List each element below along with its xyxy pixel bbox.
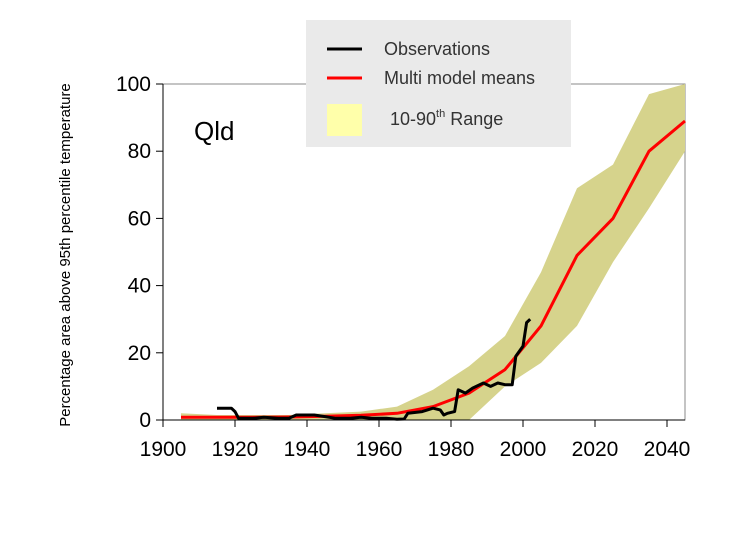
x-ticks: 1900 1920 1940 1960 1980 2000 2020 2040 <box>140 420 691 461</box>
series-line-observations <box>217 318 532 421</box>
x-tick-label: 2040 <box>644 438 691 461</box>
y-tick-label: 100 <box>116 73 151 96</box>
region-label: Qld <box>194 116 234 146</box>
x-tick-label: 1900 <box>140 438 187 461</box>
y-tick-label: 20 <box>128 342 151 365</box>
y-tick-label: 80 <box>128 140 151 163</box>
x-tick-label: 2020 <box>572 438 619 461</box>
x-tick-label: 1960 <box>356 438 403 461</box>
y-axis-title: Percentage area above 95th percentile te… <box>57 83 74 427</box>
y-ticks: 0 20 40 60 80 100 <box>116 73 163 432</box>
legend-swatch-range <box>327 104 362 136</box>
range-band-layer <box>181 84 685 420</box>
y-tick-label: 40 <box>128 275 151 298</box>
legend-label-range: 10-90th Range <box>390 108 503 129</box>
y-tick-label: 0 <box>139 409 151 432</box>
x-tick-label: 1920 <box>212 438 259 461</box>
range-band <box>181 84 685 420</box>
legend-label-multi-model: Multi model means <box>384 68 535 88</box>
series-lines-layer <box>181 119 686 421</box>
x-tick-label: 1940 <box>284 438 331 461</box>
x-tick-label: 1980 <box>428 438 475 461</box>
x-tick-label: 2000 <box>500 438 547 461</box>
legend-label-observations: Observations <box>384 39 490 59</box>
legend: Observations Multi model means 10-90th R… <box>306 20 571 147</box>
y-tick-label: 60 <box>128 207 151 230</box>
